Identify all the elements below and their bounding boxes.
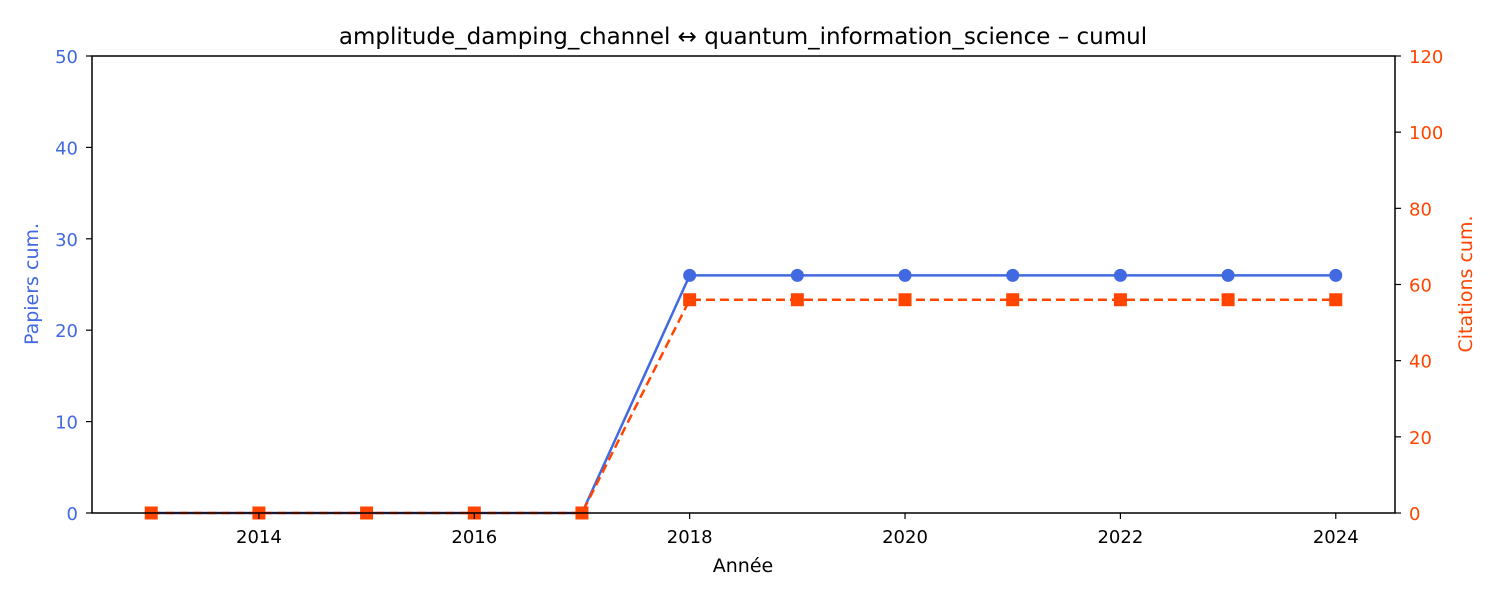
- series-0-point: [683, 268, 697, 282]
- series-1-point: [1329, 293, 1343, 307]
- y-axis-right: 0 20 40 60 80 100 120: [1395, 47, 1443, 525]
- y-left-tick-label: 0: [67, 504, 78, 525]
- series-0-line: [151, 274, 1336, 515]
- series-1-line: [151, 298, 1336, 515]
- chart-title: amplitude_damping_channel ↔ quantum_info…: [339, 24, 1147, 50]
- y-left-tick-label: 30: [55, 230, 78, 251]
- y-left-tick-label: 10: [55, 413, 78, 434]
- x-tick-label: 2014: [236, 527, 282, 548]
- y-right-tick-label: 120: [1409, 47, 1443, 68]
- y-axis-left-label: Papiers cum.: [21, 223, 43, 345]
- y-right-tick-label: 20: [1409, 428, 1432, 449]
- y-axis-left: 0 10 20 30 40 50: [55, 47, 92, 525]
- series-0-point: [1006, 268, 1020, 282]
- plot-frame: [91, 55, 1396, 514]
- y-right-tick-label: 80: [1409, 199, 1432, 220]
- series-1-point: [898, 293, 912, 307]
- x-axis: 2014 2016 2018 2020 2022 2024: [236, 513, 1359, 548]
- plot-area: [144, 268, 1343, 520]
- series-0-point: [898, 268, 912, 282]
- y-left-tick-label: 50: [55, 47, 78, 68]
- y-right-tick-label: 0: [1409, 504, 1420, 525]
- series-1-point: [790, 293, 804, 307]
- y-right-tick-label: 40: [1409, 352, 1432, 373]
- series-1-point: [1006, 293, 1020, 307]
- y-axis-right-label: Citations cum.: [1455, 215, 1477, 352]
- y-right-tick-label: 60: [1409, 276, 1432, 297]
- series-0-point: [1113, 268, 1127, 282]
- series-1-point: [1221, 293, 1235, 307]
- y-left-tick-label: 40: [55, 138, 78, 159]
- y-left-tick-label: 20: [55, 321, 78, 342]
- series-0-point: [790, 268, 804, 282]
- x-tick-label: 2024: [1313, 527, 1359, 548]
- series-1-point: [1113, 293, 1127, 307]
- x-tick-label: 2016: [451, 527, 497, 548]
- series-0-point: [1329, 268, 1343, 282]
- y-right-tick-label: 100: [1409, 123, 1443, 144]
- series-1-point: [683, 293, 697, 307]
- x-tick-label: 2018: [667, 527, 713, 548]
- series-0-point: [1221, 268, 1235, 282]
- x-tick-label: 2022: [1097, 527, 1143, 548]
- x-tick-label: 2020: [882, 527, 928, 548]
- x-axis-label: Année: [713, 555, 773, 577]
